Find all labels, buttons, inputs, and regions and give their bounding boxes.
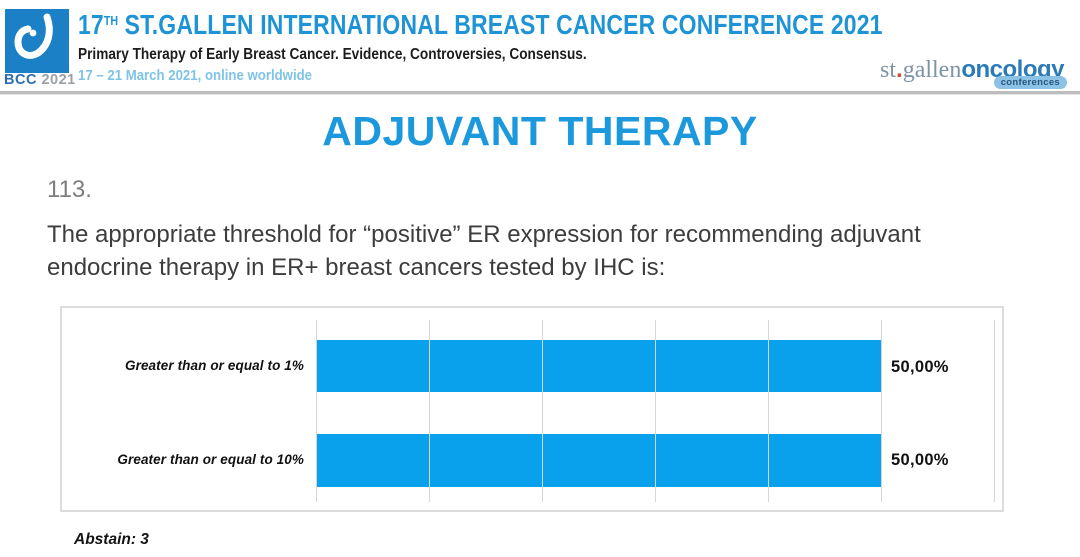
conference-title: 17TH ST.GALLEN INTERNATIONAL BREAST CANC…: [78, 9, 883, 40]
conference-dates: 17 – 21 March 2021, online worldwide: [78, 67, 313, 84]
plot-area: [316, 320, 995, 502]
results-chart: Greater than or equal to 1% Greater than…: [60, 306, 1004, 512]
brand-conferences-badge: conferences: [993, 76, 1067, 89]
gridline: [768, 320, 769, 502]
question-text: The appropriate threshold for “positive”…: [47, 221, 921, 281]
gridline: [316, 320, 317, 502]
conference-subtitle: Primary Therapy of Early Breast Cancer. …: [78, 46, 587, 63]
gridline: [655, 320, 656, 502]
bcc-drop-icon: [5, 9, 69, 73]
value-label: 50,00%: [891, 451, 949, 469]
header-divider: [0, 91, 1080, 95]
bcc-logo: [5, 9, 69, 73]
category-label: Greater than or equal to 10%: [117, 452, 304, 467]
abstain-note: Abstain: 3: [74, 531, 149, 548]
page-title: ADJUVANT THERAPY: [322, 108, 758, 154]
value-label: 50,00%: [891, 358, 949, 376]
result-bar: [316, 340, 881, 392]
gridline: [542, 320, 543, 502]
question-number: 113.: [47, 176, 92, 203]
category-label: Greater than or equal to 1%: [125, 358, 304, 373]
brand-st: st: [880, 57, 897, 83]
stgallen-oncology-logo: st.gallenoncology conferences: [880, 56, 1067, 94]
gridline: [429, 320, 430, 502]
bcc-logo-caption: BCC 2021: [4, 72, 76, 88]
bcc-acronym: BCC: [4, 72, 37, 88]
title-superscript: TH: [103, 13, 119, 28]
gridline: [881, 320, 882, 502]
bcc-year: 2021: [41, 72, 76, 88]
brand-orange-dot: .: [896, 56, 903, 83]
gridline: [994, 320, 995, 502]
result-bar: [316, 434, 881, 487]
brand-gallen: gallen: [902, 57, 962, 83]
